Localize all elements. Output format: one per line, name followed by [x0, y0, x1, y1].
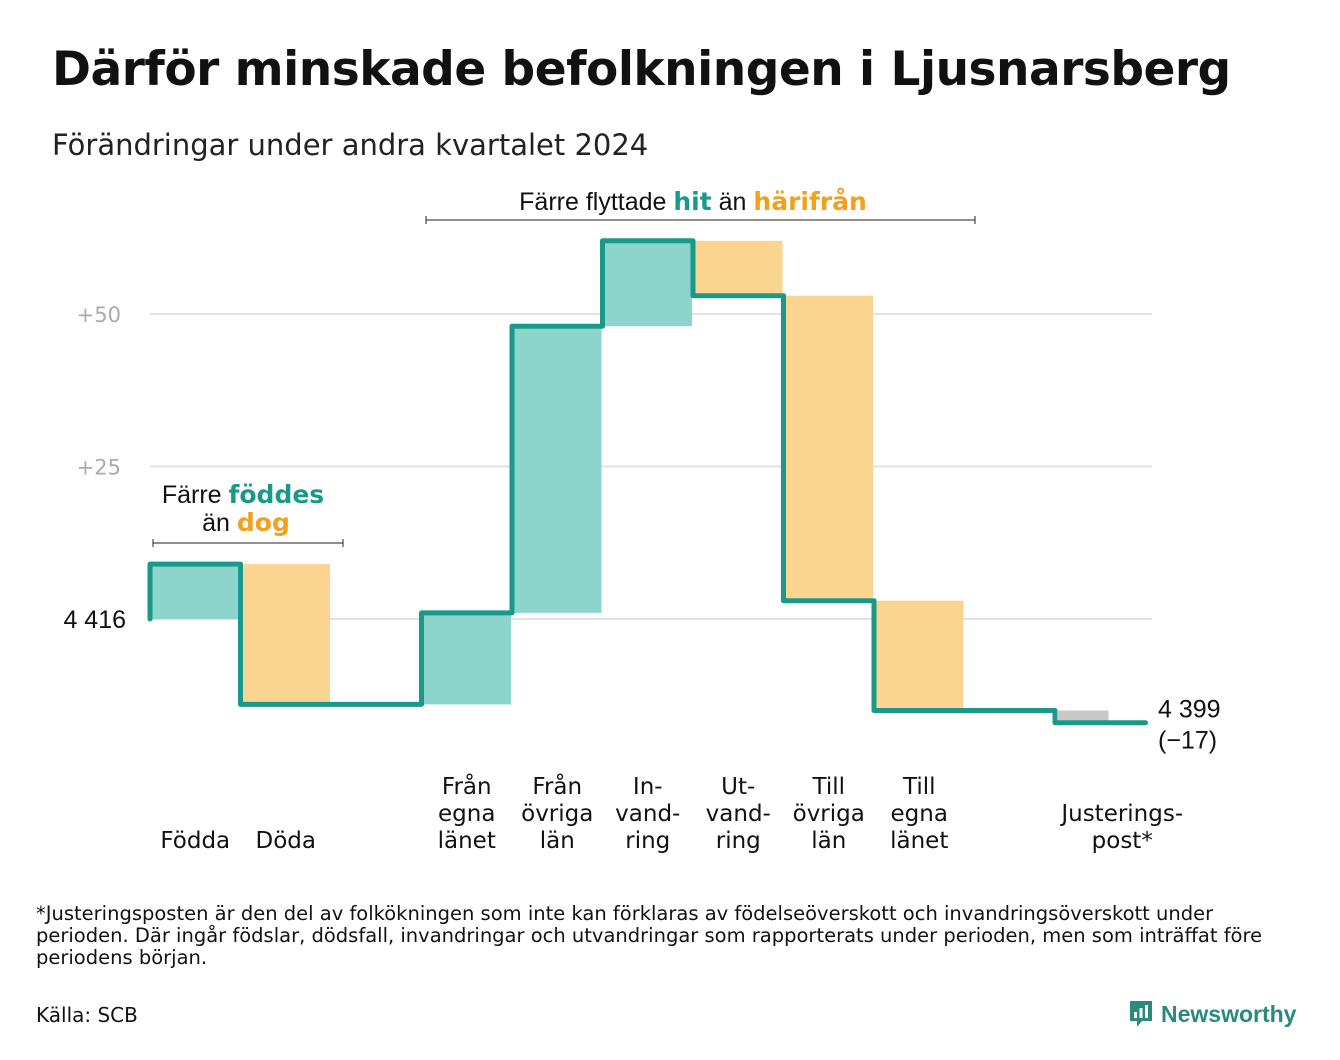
births-annotation-line2-plain: än	[202, 509, 237, 537]
bar-frånegnalänet	[422, 612, 511, 705]
bar-födda	[151, 564, 240, 619]
source-label: Källa: SCB	[36, 1003, 138, 1027]
births-annotation-line1-highlight: föddes	[229, 480, 325, 509]
births-annotation-line1-plain: Färre	[162, 481, 229, 509]
category-label-line: egna	[438, 801, 495, 827]
y-tick-label: +25	[77, 456, 121, 480]
category-label-line: Födda	[160, 828, 230, 854]
births-annotation: Färre föddes än dog	[152, 480, 344, 547]
category-label-line: post*	[1092, 828, 1153, 854]
category-label-line: Till	[902, 774, 936, 800]
category-label-line: vand-	[615, 801, 680, 827]
category-label-line: Ut-	[721, 774, 755, 800]
newsworthy-logo-icon	[1130, 1001, 1152, 1027]
chart-title: Därför minskade befolkningen i Ljusnarsb…	[52, 42, 1231, 97]
chart-subtitle: Förändringar under andra kvartalet 2024	[52, 128, 649, 162]
brand-logo: Newsworthy	[1128, 997, 1296, 1031]
category-label-line: länet	[438, 828, 496, 854]
migration-annotation-highlight2: härifrån	[753, 187, 866, 216]
end-value-label: 4 399	[1158, 696, 1221, 724]
step-line	[147, 238, 1148, 726]
bar-justeringspost	[1058, 710, 1109, 723]
migration-annotation: Färre flyttade hit än härifrån	[425, 187, 976, 224]
svg-text:Färre föddes: Färre föddes	[162, 480, 324, 509]
bar-tillövrigalän	[784, 295, 873, 601]
migration-annotation-plain1: Färre flyttade	[519, 188, 673, 216]
end-change-label: (−17)	[1158, 727, 1217, 755]
bar-invandring	[603, 240, 692, 327]
svg-text:Färre flyttade hit än härifrån: Färre flyttade hit än härifrån	[519, 187, 867, 216]
category-label-line: egna	[891, 801, 948, 827]
bars	[151, 240, 1109, 723]
category-label-line: ring	[625, 828, 670, 854]
category-label-line: ring	[716, 828, 761, 854]
category-label-line: övriga	[521, 801, 593, 827]
category-label-line: vand-	[706, 801, 771, 827]
bar-tillegnalänet	[875, 600, 964, 711]
category-label-line: Till	[811, 774, 845, 800]
brand-name: Newsworthy	[1161, 1000, 1297, 1027]
migration-annotation-plain2: än	[712, 188, 754, 216]
category-label-line: länet	[890, 828, 948, 854]
category-label-line: Döda	[256, 828, 316, 854]
bar-utvandring	[694, 240, 783, 296]
bar-döda	[241, 564, 330, 705]
category-label-line: län	[811, 828, 846, 854]
bar-frånövrigalän	[513, 326, 602, 613]
start-value-label: 4 416	[63, 606, 126, 634]
category-label-line: Justerings-	[1059, 801, 1183, 827]
footnote: *Justeringsposten är den del av folkökni…	[36, 902, 1263, 969]
category-label-line: län	[540, 828, 575, 854]
category-label-line: Från	[532, 772, 582, 800]
births-annotation-bracket	[152, 539, 344, 547]
births-annotation-line2-highlight: dog	[237, 508, 290, 537]
migration-annotation-bracket	[425, 216, 976, 224]
svg-text:än dog: än dog	[202, 508, 290, 537]
category-label-line: In-	[633, 774, 663, 800]
category-label-line: Från	[442, 772, 492, 800]
waterfall-step-line	[147, 238, 1148, 726]
migration-annotation-highlight1: hit	[673, 187, 711, 216]
category-label-line: övriga	[793, 801, 865, 827]
y-tick-label: +50	[77, 303, 121, 327]
